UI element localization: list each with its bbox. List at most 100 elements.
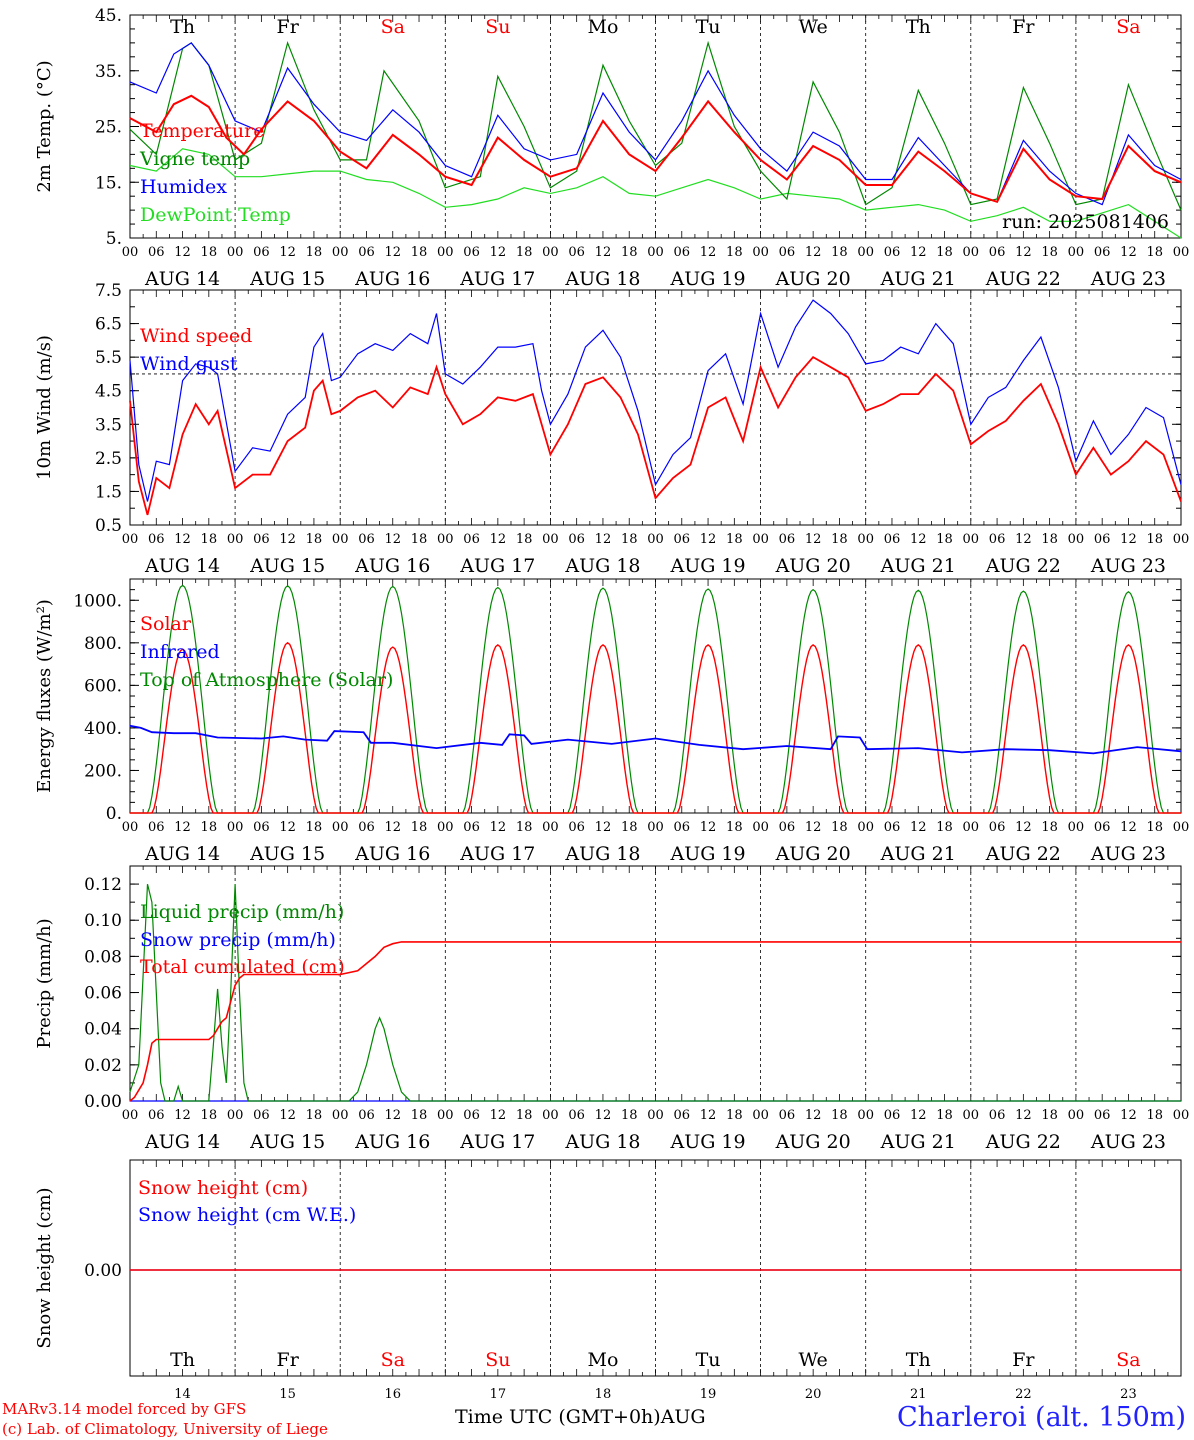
hour-tick-label: 18 [621, 532, 638, 547]
y-tick-label: 0.06 [84, 984, 122, 1004]
weekday-label: Mo [587, 1349, 618, 1371]
hour-tick-label: 00 [437, 245, 454, 260]
hour-tick-label: 18 [726, 532, 743, 547]
hour-tick-label: 12 [279, 1108, 296, 1123]
model-credit: MARv3.14 model forced by GFS [2, 1400, 247, 1418]
date-label: AUG 23 [1090, 843, 1166, 865]
hour-tick-label: 06 [463, 245, 480, 260]
hour-axis: 00 06 12 18 00 06 12 18 00 06 12 18 00 06 12 18 00 06 12 18… [122, 532, 1190, 577]
hour-tick-label: 00 [1068, 1108, 1085, 1123]
date-label: AUG 16 [354, 843, 430, 865]
hour-tick-label: 00 [752, 1108, 769, 1123]
panel-frame: 0.00 Snow height (cm) Snow height (cm) Snow… [34, 1159, 1182, 1402]
y-tick-label: 1000. [73, 591, 122, 611]
hour-tick-label: 06 [148, 532, 165, 547]
hour-tick-label: 00 [1173, 1108, 1190, 1123]
hour-tick-label: 12 [595, 245, 612, 260]
hour-tick-label: 12 [1015, 820, 1032, 835]
hour-tick-label: 12 [910, 1108, 927, 1123]
lab-credit: (c) Lab. of Climatology, University of L… [2, 1420, 328, 1438]
hour-tick-label: 00 [857, 532, 874, 547]
hour-tick-label: 06 [674, 532, 691, 547]
hour-tick-label: 00 [647, 532, 664, 547]
hour-tick-label: 00 [332, 820, 349, 835]
hour-tick-label: 00 [122, 245, 139, 260]
hour-tick-label: 06 [884, 1108, 901, 1123]
weekday-label: Th [906, 1349, 931, 1371]
y-tick-label: 7.5 [95, 281, 122, 301]
hour-tick-label: 06 [989, 245, 1006, 260]
legend-entry: Humidex [140, 176, 227, 198]
hour-tick-label: 18 [516, 245, 533, 260]
hour-tick-label: 06 [148, 245, 165, 260]
series-line-dewpoint-temp [129, 148, 1182, 239]
hour-tick-label: 00 [1068, 245, 1085, 260]
hour-tick-label: 06 [1094, 532, 1111, 547]
hour-tick-label: 12 [384, 820, 401, 835]
time-axis-label: Time UTC (GMT+0h)AUG [455, 1406, 706, 1428]
date-label: AUG 19 [669, 843, 745, 865]
legend-entry: Total cumulated (cm) [140, 956, 345, 978]
date-label: AUG 19 [669, 1131, 745, 1153]
hour-tick-label: 18 [306, 1108, 323, 1123]
hour-tick-label: 18 [201, 532, 218, 547]
weekday-label: We [799, 1349, 828, 1371]
day-number-label: 15 [279, 1387, 296, 1402]
hour-tick-label: 12 [279, 245, 296, 260]
date-label: AUG 21 [880, 268, 956, 290]
hour-tick-label: 18 [201, 820, 218, 835]
hour-tick-label: 18 [411, 820, 428, 835]
hour-tick-label: 06 [253, 820, 270, 835]
hour-tick-label: 12 [384, 532, 401, 547]
hour-tick-label: 12 [174, 245, 191, 260]
hour-tick-label: 06 [463, 532, 480, 547]
date-label: AUG 14 [144, 1131, 220, 1153]
date-label: AUG 15 [249, 555, 325, 577]
legend-entry: Solar [140, 613, 192, 635]
hour-tick-label: 06 [358, 245, 375, 260]
legend-entry: Liquid precip (mm/h) [140, 901, 344, 923]
legend-entry: Wind speed [140, 325, 252, 347]
hour-tick-label: 00 [857, 820, 874, 835]
y-tick-label: 5. [106, 229, 122, 249]
weekday-label: Tu [696, 1349, 721, 1371]
hour-tick-label: 18 [516, 820, 533, 835]
date-label: AUG 16 [354, 268, 430, 290]
day-number-label: 19 [700, 1387, 717, 1402]
weekday-label: Tu [696, 16, 721, 38]
hour-tick-label: 06 [148, 1108, 165, 1123]
y-tick-label: 0.08 [84, 947, 122, 967]
hour-tick-label: 12 [1120, 1108, 1137, 1123]
y-axis-label: 10m Wind (m/s) [34, 335, 55, 480]
hour-axis: 00 06 12 18 00 06 12 18 00 06 12 18 00 06 12 18 00 06 12 18… [122, 820, 1190, 865]
y-tick-label: 0.00 [84, 1092, 122, 1112]
hour-tick-label: 06 [989, 532, 1006, 547]
day-number-label: 20 [805, 1387, 822, 1402]
legend-entry: Snow height (cm) [138, 1177, 308, 1199]
hour-tick-label: 18 [936, 1108, 953, 1123]
hour-tick-label: 18 [621, 245, 638, 260]
hour-tick-label: 00 [332, 1108, 349, 1123]
weekday-label: Th [906, 16, 931, 38]
legend-entry: Wind gust [140, 353, 238, 375]
date-label: AUG 22 [985, 268, 1061, 290]
hour-tick-label: 18 [411, 1108, 428, 1123]
hour-tick-label: 12 [174, 532, 191, 547]
hour-tick-label: 06 [674, 245, 691, 260]
series-line-vigne-temp [129, 40, 1182, 211]
hour-tick-label: 12 [174, 1108, 191, 1123]
date-label: AUG 19 [669, 268, 745, 290]
hour-tick-label: 00 [1173, 245, 1190, 260]
weekday-label: Th [170, 1349, 195, 1371]
hour-tick-label: 12 [700, 532, 717, 547]
hour-tick-label: 00 [647, 1108, 664, 1123]
series-line-infrared [129, 724, 1182, 755]
hour-tick-label: 06 [674, 1108, 691, 1123]
hour-tick-label: 18 [831, 532, 848, 547]
hour-tick-label: 00 [857, 1108, 874, 1123]
y-tick-label: 25. [95, 118, 122, 138]
y-tick-label: 35. [95, 62, 122, 82]
date-label: AUG 14 [144, 555, 220, 577]
hour-tick-label: 12 [490, 1108, 507, 1123]
hour-tick-label: 12 [595, 532, 612, 547]
